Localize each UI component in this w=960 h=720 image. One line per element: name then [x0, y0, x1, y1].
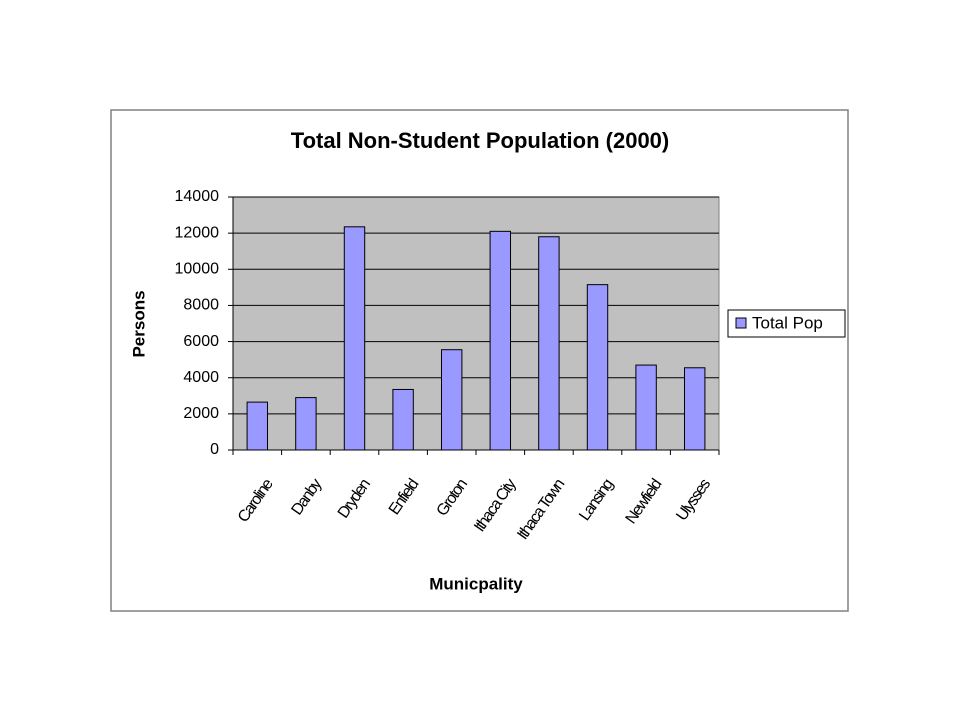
bar	[489, 230, 512, 451]
bar	[392, 388, 414, 451]
bar	[440, 349, 463, 451]
bar	[295, 397, 317, 451]
legend-label: Total Pop	[752, 313, 823, 332]
y-tick-label: 4000	[183, 369, 219, 386]
y-tick-label: 10000	[175, 261, 220, 278]
y-tick-label: 12000	[175, 224, 220, 241]
x-axis-label: Municpality	[429, 574, 523, 593]
y-tick-label: 0	[210, 441, 219, 458]
bar	[343, 226, 366, 451]
y-tick-label: 6000	[183, 333, 219, 350]
chart-title: Total Non-Student Population (2000)	[291, 128, 669, 153]
y-tick-label: 14000	[175, 188, 220, 205]
bar	[635, 364, 657, 451]
bar	[586, 284, 609, 451]
legend-box	[727, 309, 846, 338]
bar	[683, 367, 706, 451]
legend-swatch	[735, 317, 747, 329]
bar	[538, 236, 560, 451]
y-axis-label: Persons	[129, 290, 148, 357]
y-tick-label: 8000	[183, 297, 219, 314]
bar	[246, 401, 269, 451]
y-tick-label: 2000	[183, 405, 219, 422]
